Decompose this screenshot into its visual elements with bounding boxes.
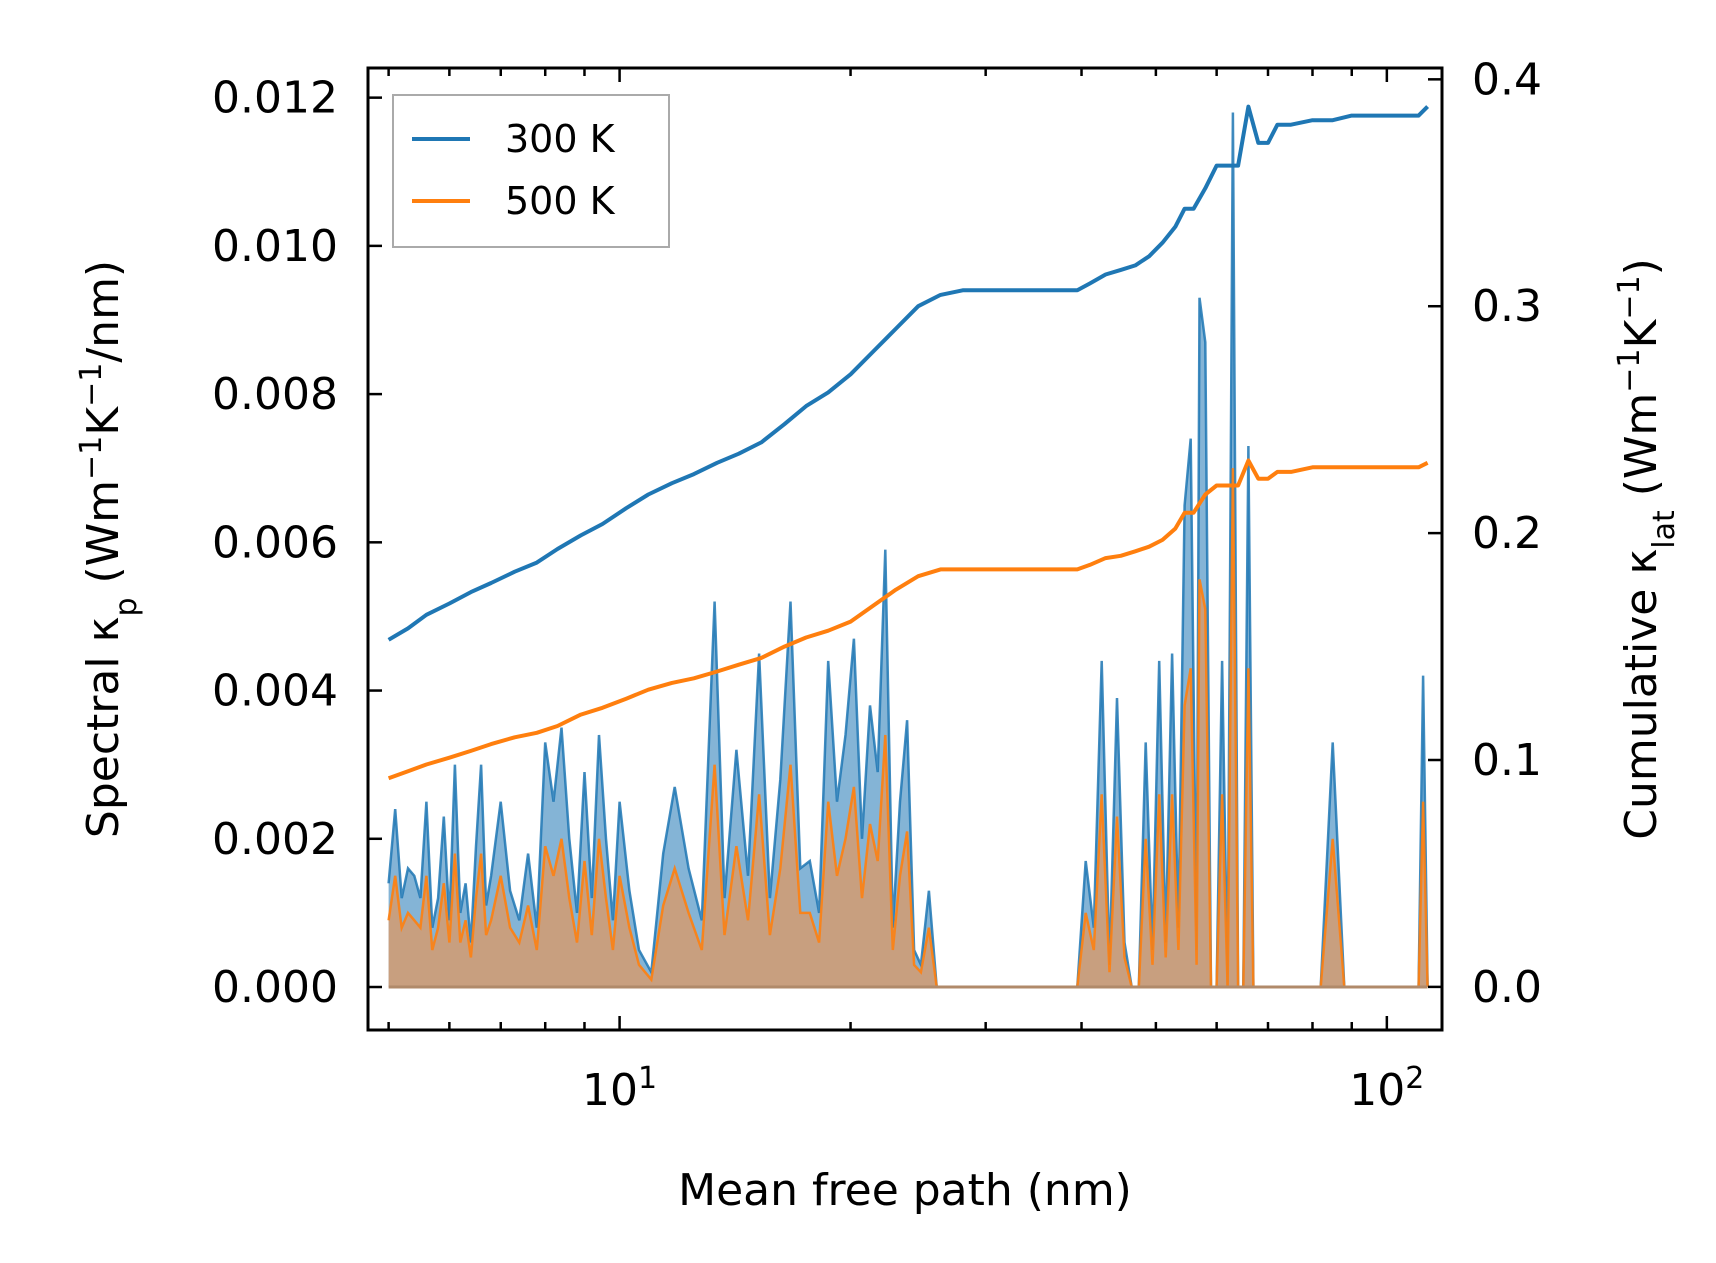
y-right-label-open: (Wm <box>1616 393 1667 511</box>
legend-label-500k: 500 K <box>505 179 616 223</box>
y-left-label-sup1: −1 <box>74 436 109 480</box>
right-tick-label: 0.4 <box>1472 54 1542 105</box>
y-left-label-open: (Wm <box>78 480 129 598</box>
y-left-label-mid: K <box>78 406 129 436</box>
y-right-label-prefix: Cumulative κ <box>1616 549 1667 840</box>
right-tick-label: 0.1 <box>1472 735 1542 786</box>
cumulative-line-300k <box>387 104 1430 642</box>
left-tick-label: 0.010 <box>212 221 338 272</box>
right-tick-label: 0.0 <box>1472 962 1542 1013</box>
plot-area <box>387 104 1430 989</box>
y-left-label-close: /nm) <box>78 260 129 363</box>
y-left-label-prefix: Spectral κ <box>78 617 129 839</box>
left-tick-labels: 0.000 0.002 0.004 0.006 0.008 0.010 0.012 <box>212 73 338 1013</box>
left-tick-label: 0.004 <box>212 666 338 717</box>
x-tick-label: 102 <box>1349 1061 1424 1117</box>
spectral-area-300k <box>388 112 1428 987</box>
y-right-label-mid: K <box>1616 318 1667 348</box>
plot-frame <box>366 66 1444 1032</box>
y-right-axis-label: Cumulative κlat (Wm−1K−1) <box>1612 258 1682 840</box>
cumulative-line-500k <box>387 458 1429 781</box>
y-right-label-close: ) <box>1616 258 1667 275</box>
y-right-label-sub: lat <box>1647 510 1682 549</box>
y-left-label-sub: p <box>109 597 144 616</box>
x-axis-label: Mean free path (nm) <box>678 1165 1132 1216</box>
y-right-label-sup1: −1 <box>1612 348 1647 392</box>
y-left-label-sup2: −1 <box>74 363 109 407</box>
tick-marks <box>368 68 1442 1030</box>
x-tick-labels: 101 102 <box>582 1061 1424 1117</box>
left-tick-label: 0.008 <box>212 369 338 420</box>
x-tick-label: 101 <box>582 1061 657 1117</box>
left-tick-label: 0.006 <box>212 517 338 568</box>
legend: 300 K 500 K <box>392 94 670 248</box>
y-left-axis-label: Spectral κp (Wm−1K−1/nm) <box>74 260 144 838</box>
right-tick-label: 0.2 <box>1472 508 1542 559</box>
legend-label-300k: 300 K <box>505 117 616 161</box>
left-tick-label: 0.012 <box>212 73 338 124</box>
spectral-area-500k <box>388 468 1428 987</box>
left-tick-label: 0.000 <box>212 962 338 1013</box>
left-tick-label: 0.002 <box>212 814 338 865</box>
right-tick-labels: 0.0 0.1 0.2 0.3 0.4 <box>1472 54 1542 1013</box>
y-right-label-sup2: −1 <box>1612 275 1647 319</box>
right-tick-label: 0.3 <box>1472 281 1542 332</box>
legend-box <box>392 94 670 248</box>
